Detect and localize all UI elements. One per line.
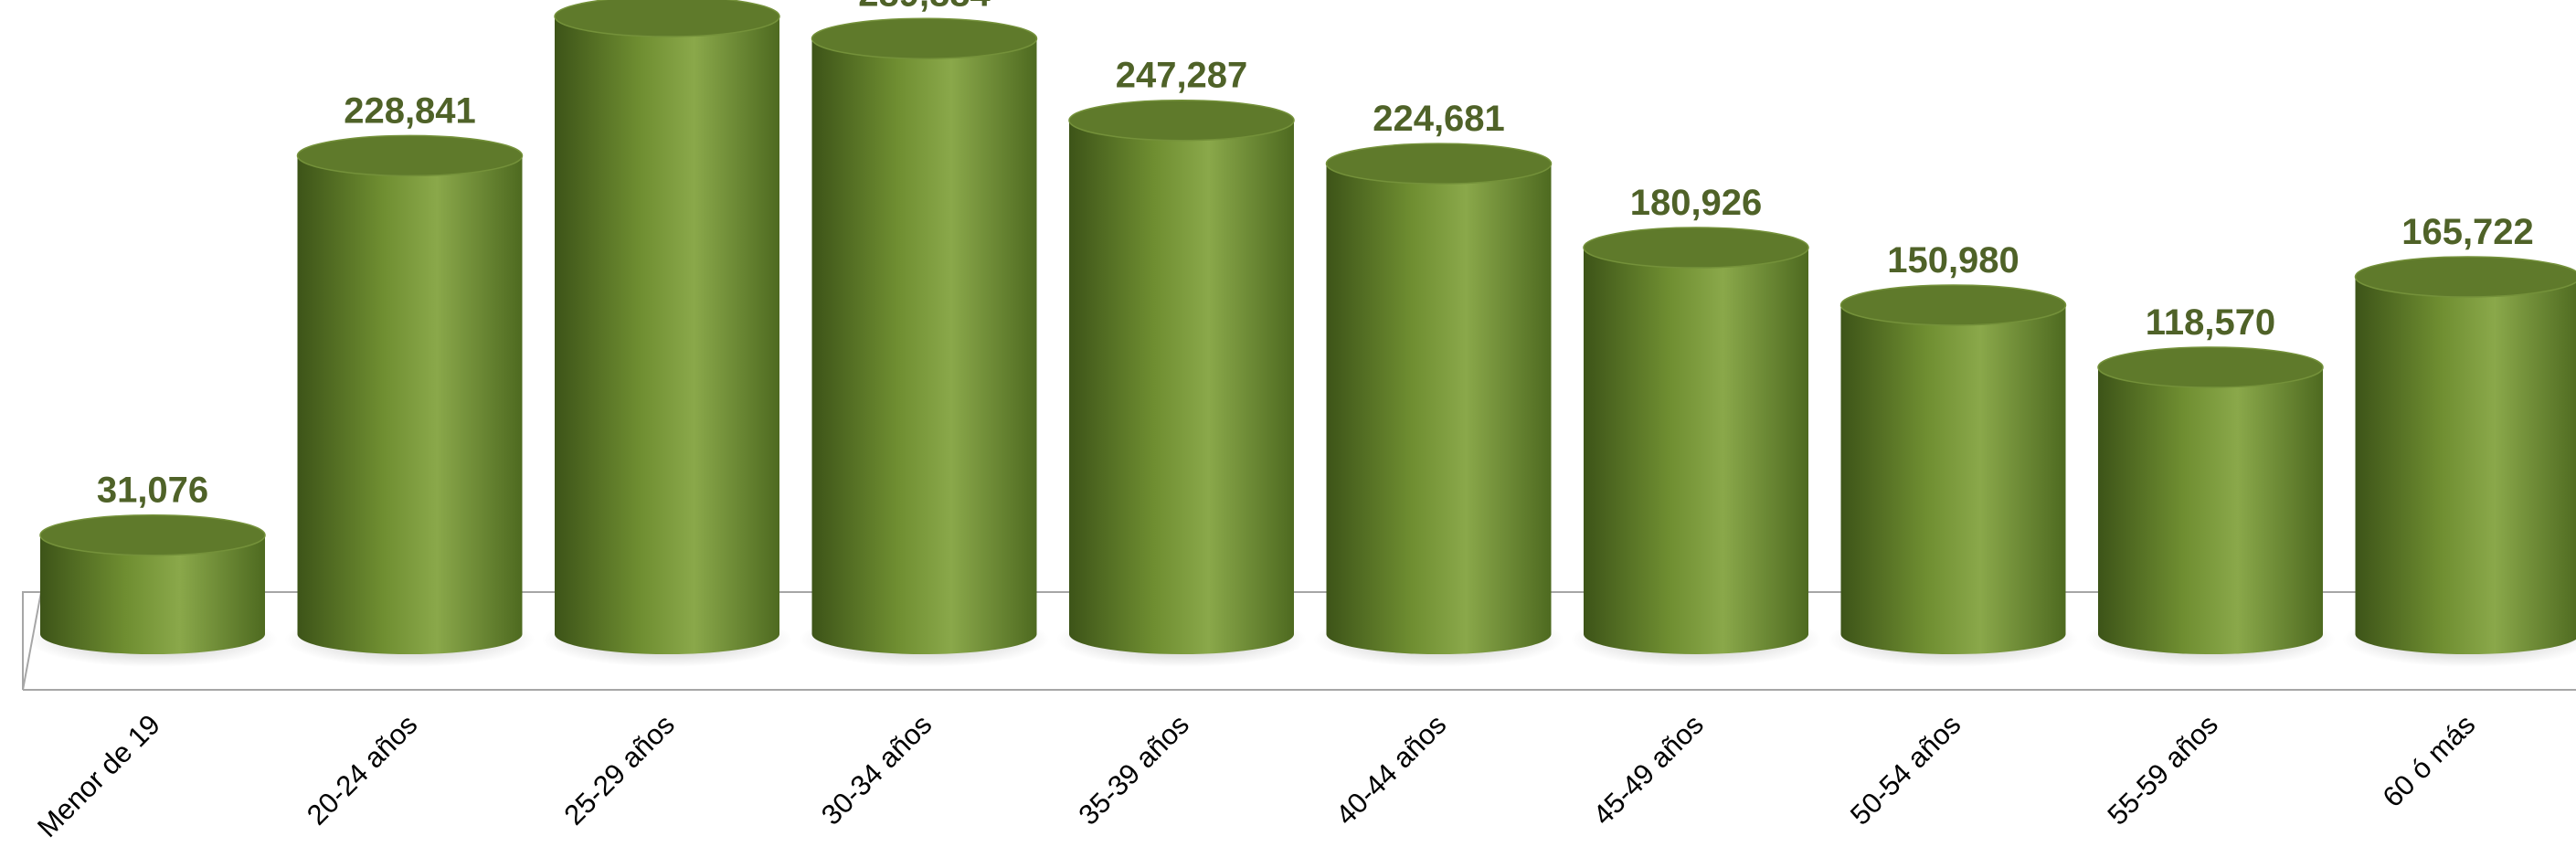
data-label: 118,570: [2146, 302, 2275, 343]
data-label: 228,841: [344, 90, 476, 131]
bar-body: [555, 16, 779, 655]
bar-top: [1583, 227, 1809, 269]
bar: [39, 513, 266, 654]
bar: [554, 0, 780, 655]
bar: [296, 134, 524, 654]
bar-body: [2098, 367, 2323, 654]
bar-body: [1840, 304, 2066, 654]
bar-body: [2355, 276, 2576, 654]
category-label: 40-44 años: [1330, 708, 1452, 831]
bar: [2354, 256, 2576, 654]
bar-top: [554, 0, 780, 37]
bar-top: [296, 134, 524, 177]
bar-top: [2354, 256, 2576, 298]
bar-body: [1069, 120, 1294, 655]
bar-series: [27, 0, 2576, 667]
category-axis-labels: Menor de 19 20-24 años 25-29 años 30-34 año…: [31, 708, 2481, 843]
bar-top: [811, 17, 1038, 59]
bar-top: [1839, 284, 2067, 326]
bar: [1839, 284, 2067, 654]
bar-body: [297, 155, 523, 654]
category-label: 55-59 años: [2102, 708, 2224, 831]
bar-top: [1325, 143, 1553, 185]
bar-body: [40, 535, 265, 654]
data-label: 247,287: [1116, 56, 1248, 96]
category-label: 30-34 años: [815, 708, 938, 831]
bar: [1325, 143, 1553, 654]
data-label: 224,681: [1373, 99, 1505, 139]
bar: [1068, 99, 1295, 655]
bar-body: [1584, 248, 1808, 654]
category-label: 60 ó más: [2377, 708, 2482, 813]
category-label: Menor de 19: [31, 708, 166, 843]
bar-top: [2097, 346, 2324, 388]
data-label: 165,722: [2401, 212, 2534, 252]
floor-outline: [22, 591, 2576, 691]
bar: [2097, 346, 2324, 654]
data-label: 289,884: [858, 0, 991, 14]
value-labels: 31,076228,841301,404289,884247,287224,68…: [97, 0, 2534, 511]
data-label: 180,926: [1630, 183, 1763, 223]
data-label: 150,980: [1887, 240, 2019, 281]
category-label: 25-29 años: [558, 708, 681, 831]
bar-body: [811, 38, 1037, 654]
category-label: 20-24 años: [301, 708, 423, 831]
bar: [1583, 227, 1809, 654]
category-label: 35-39 años: [1073, 708, 1195, 831]
bar-body: [1326, 164, 1552, 654]
category-label: 50-54 años: [1844, 708, 1966, 831]
bar-top: [39, 513, 266, 556]
category-label: 45-49 años: [1587, 708, 1710, 831]
bar-top: [1068, 99, 1295, 142]
data-label: 31,076: [97, 471, 208, 511]
bar: [811, 17, 1038, 654]
